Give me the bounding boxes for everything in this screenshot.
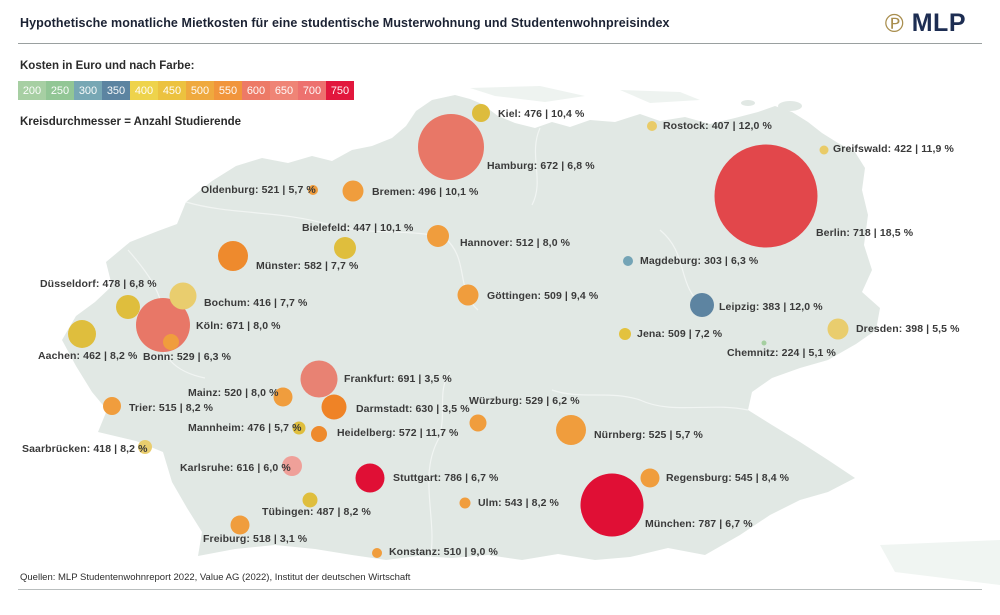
cost-bin-550: 550: [214, 81, 242, 100]
city-bubble-ulm: [459, 497, 471, 509]
city-label-bonn: Bonn: 529 | 6,3 %: [143, 351, 232, 363]
mlp-circled-p-icon: ℗: [881, 9, 907, 38]
city-bubble-bochum: [169, 282, 197, 310]
city-bubble-aachen: [68, 320, 96, 348]
cost-bin-700: 700: [298, 81, 326, 100]
cost-bin-750: 750: [326, 81, 354, 100]
neighbor-land-north2: [620, 90, 700, 103]
city-bubble-stuttgart: [355, 463, 385, 493]
city-label-hannover: Hannover: 512 | 8,0 %: [460, 237, 571, 249]
city-bubble-bielefeld: [334, 237, 356, 259]
city-label-kiel: Kiel: 476 | 10,4 %: [498, 108, 585, 120]
city-bubble-munster: [218, 241, 248, 271]
city-label-stuttgart: Stuttgart: 786 | 6,7 %: [393, 472, 499, 484]
city-bubble-leipzig: [690, 293, 714, 317]
cost-bin-350: 350: [102, 81, 130, 100]
cost-bin-200: 200: [18, 81, 46, 100]
city-label-jena: Jena: 509 | 7,2 %: [637, 328, 723, 340]
city-bubble-kiel: [472, 104, 490, 122]
city-label-konstanz: Konstanz: 510 | 9,0 %: [389, 546, 498, 558]
cost-bin-600: 600: [242, 81, 270, 100]
city-label-bielefeld: Bielefeld: 447 | 10,1 %: [302, 222, 414, 234]
city-label-mainz: Mainz: 520 | 8,0 %: [188, 387, 279, 399]
city-bubble-dresden: [827, 318, 849, 340]
city-bubble-nurnberg: [556, 415, 586, 445]
city-bubble-heidelberg: [311, 426, 327, 442]
city-label-regensburg: Regensburg: 545 | 8,4 %: [666, 472, 790, 484]
mlp-logo: ℗ MLP: [881, 9, 966, 38]
neighbor-land-north: [470, 86, 585, 102]
legend-costs-label: Kosten in Euro und nach Farbe:: [20, 60, 195, 72]
city-label-freiburg: Freiburg: 518 | 3,1 %: [203, 533, 308, 545]
city-label-oldenburg: Oldenburg: 521 | 5,7 %: [201, 184, 316, 196]
city-bubble-rostock: [647, 121, 657, 131]
city-label-hamburg: Hamburg: 672 | 6,8 %: [487, 160, 595, 172]
city-bubble-freiburg: [230, 515, 250, 535]
city-label-berlin: Berlin: 718 | 18,5 %: [816, 227, 914, 239]
cost-bin-500: 500: [186, 81, 214, 100]
cost-bin-450: 450: [158, 81, 186, 100]
city-bubble-trier: [103, 397, 121, 415]
city-bubble-jena: [619, 328, 631, 340]
island-ruegen: [778, 101, 802, 111]
city-bubble-hannover: [427, 225, 449, 247]
city-label-leipzig: Leipzig: 383 | 12,0 %: [719, 301, 823, 313]
city-label-saarbrucken: Saarbrücken: 418 | 8,2 %: [22, 443, 148, 455]
city-bubble-konstanz: [372, 548, 382, 558]
footer-divider: [18, 589, 982, 590]
city-label-karlsruhe: Karlsruhe: 616 | 6,0 %: [180, 462, 291, 474]
city-bubble-munchen: [580, 473, 644, 537]
city-label-magdeburg: Magdeburg: 303 | 6,3 %: [640, 255, 759, 267]
city-label-dresden: Dresden: 398 | 5,5 %: [856, 323, 960, 335]
city-label-aachen: Aachen: 462 | 8,2 %: [38, 350, 138, 362]
cost-bin-400: 400: [130, 81, 158, 100]
city-label-wurzburg: Würzburg: 529 | 6,2 %: [469, 395, 580, 407]
city-bubble-dusseldorf: [116, 295, 140, 319]
city-label-munster: Münster: 582 | 7,7 %: [256, 260, 359, 272]
city-bubble-darmstadt: [321, 394, 347, 420]
mlp-logo-text: MLP: [911, 9, 966, 37]
city-bubble-berlin: [714, 144, 818, 248]
city-bubble-regensburg: [640, 468, 660, 488]
city-bubble-gottingen: [457, 284, 479, 306]
city-label-koln: Köln: 671 | 8,0 %: [196, 320, 281, 332]
city-label-bremen: Bremen: 496 | 10,1 %: [372, 186, 479, 198]
city-bubble-wurzburg: [469, 414, 487, 432]
page-title: Hypothetische monatliche Mietkosten für …: [20, 16, 670, 30]
city-bubble-chemnitz: [761, 340, 767, 346]
city-label-greifswald: Greifswald: 422 | 11,9 %: [833, 143, 954, 155]
legend-diameter-label: Kreisdurchmesser = Anzahl Studierende: [20, 116, 242, 128]
city-bubble-bonn: [163, 334, 179, 350]
city-label-tubingen: Tübingen: 487 | 8,2 %: [262, 506, 371, 518]
city-bubble-hamburg: [418, 114, 484, 180]
neighbor-land-southeast: [880, 540, 1000, 585]
city-label-nurnberg: Nürnberg: 525 | 5,7 %: [594, 429, 703, 441]
island-small: [741, 100, 755, 106]
city-label-rostock: Rostock: 407 | 12,0 %: [663, 120, 772, 132]
city-bubble-bremen: [342, 180, 364, 202]
city-label-gottingen: Göttingen: 509 | 9,4 %: [487, 290, 599, 302]
cost-color-scale: 200 250 300 350 400 450 500 550 600 650 700 750: [18, 81, 354, 100]
cost-bin-300: 300: [74, 81, 102, 100]
city-label-bochum: Bochum: 416 | 7,7 %: [204, 297, 308, 309]
city-label-chemnitz: Chemnitz: 224 | 5,1 %: [727, 347, 836, 359]
city-label-trier: Trier: 515 | 8,2 %: [129, 402, 214, 414]
city-bubble-frankfurt: [300, 360, 338, 398]
header-divider: [18, 43, 982, 44]
city-label-munchen: München: 787 | 6,7 %: [645, 518, 753, 530]
city-label-dusseldorf: Düsseldorf: 478 | 6,8 %: [40, 278, 157, 290]
city-label-ulm: Ulm: 543 | 8,2 %: [478, 497, 559, 509]
cost-bin-250: 250: [46, 81, 74, 100]
city-label-heidelberg: Heidelberg: 572 | 11,7 %: [337, 427, 459, 439]
sources-note: Quellen: MLP Studentenwohnreport 2022, V…: [20, 572, 411, 583]
city-bubble-magdeburg: [623, 256, 633, 266]
city-label-mannheim: Mannheim: 476 | 5,7 %: [188, 422, 302, 434]
city-bubble-greifswald: [819, 145, 829, 155]
city-label-frankfurt: Frankfurt: 691 | 3,5 %: [344, 373, 452, 385]
city-label-darmstadt: Darmstadt: 630 | 3,5 %: [356, 403, 470, 415]
cost-bin-650: 650: [270, 81, 298, 100]
